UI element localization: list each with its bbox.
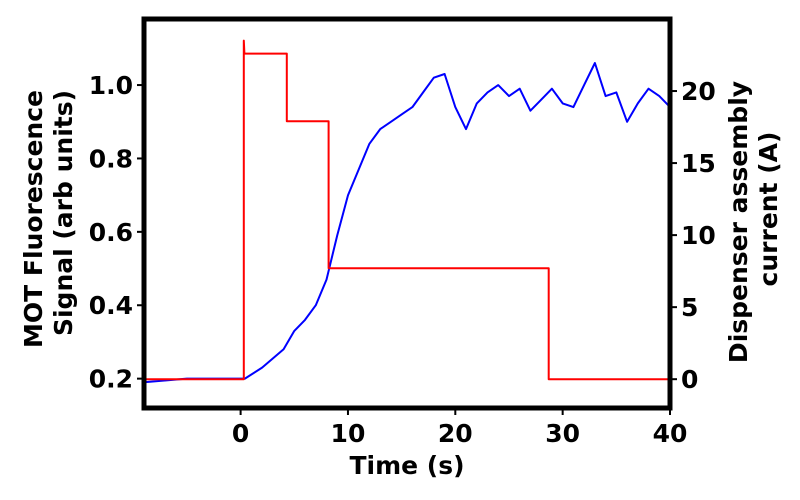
- current-series-line: [144, 39, 670, 381]
- x-tick-label: 40: [653, 419, 688, 448]
- x-tick-label: 0: [232, 419, 249, 448]
- y-right-tick-label: 0: [681, 365, 698, 394]
- plot-frame: [141, 16, 673, 411]
- y-axis-right-label-line1: Dispenser assembly: [724, 81, 753, 363]
- x-tick-label: 10: [331, 419, 366, 448]
- y-left-tick-label: 0.2: [89, 365, 133, 394]
- y-axis-left-label-line1: MOT Fluorescence: [19, 90, 48, 348]
- y-left-tick-label: 0.6: [89, 218, 133, 247]
- y-left-tick-label: 0.4: [89, 291, 133, 320]
- x-tick-label: 20: [438, 419, 473, 448]
- y-left-tick-label: 0.8: [89, 144, 133, 173]
- y-right-tick-label: 15: [681, 149, 716, 178]
- x-tick-label: 30: [545, 419, 580, 448]
- ticks-layer: 0 10 20 30 40 0.2 0.4 0.6 0.8 1.0 0 5 10 15 20: [89, 71, 716, 448]
- y-right-tick-label: 20: [681, 77, 716, 106]
- y-right-tick-label: 5: [681, 293, 698, 322]
- x-axis-label: Time (s): [349, 451, 464, 480]
- fluorescence-series-line: [143, 62, 671, 384]
- y-left-tick-label: 1.0: [89, 71, 133, 100]
- series-layer: [143, 39, 671, 384]
- y-right-tick-label: 10: [681, 221, 716, 250]
- y-axis-left-label-line2: Signal (arb units): [49, 90, 78, 336]
- y-axis-right-label-line2: current (A): [754, 132, 783, 287]
